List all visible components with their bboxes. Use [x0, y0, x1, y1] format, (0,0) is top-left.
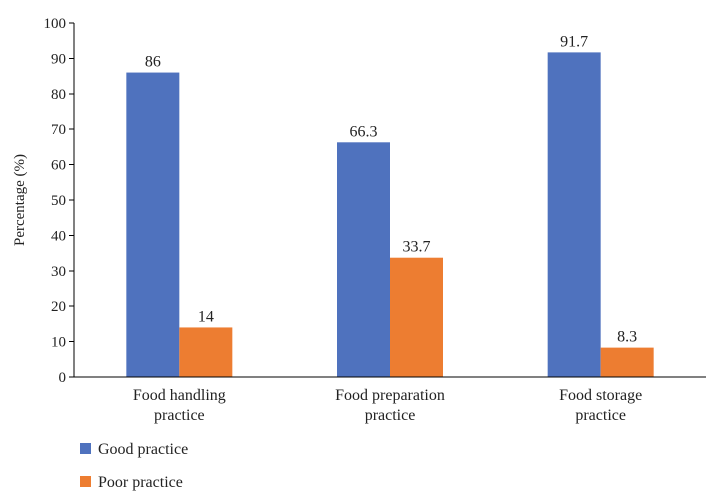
bar-good-practice	[337, 142, 390, 377]
bar-good-practice	[547, 52, 601, 378]
y-tick-label: 50	[51, 193, 66, 209]
x-category-label: Food preparation practice	[335, 387, 445, 424]
bar-poor-practice	[179, 327, 233, 377]
legend: Good practice Poor practice	[80, 441, 188, 491]
legend-swatch	[80, 476, 91, 487]
y-tick-label: 60	[51, 158, 66, 174]
legend-label: Good practice	[98, 441, 188, 458]
y-tick-label: 80	[51, 87, 66, 103]
y-tick-label: 20	[51, 299, 66, 315]
bars	[126, 52, 654, 378]
bar-value-label: 86	[145, 54, 161, 71]
bar-value-label: 8.3	[617, 329, 637, 346]
bar-value-label: 91.7	[560, 33, 588, 50]
y-tick-label: 100	[44, 16, 67, 32]
y-axis-label: Percentage (%)	[12, 154, 28, 246]
legend-label: Poor practice	[98, 474, 183, 491]
bar-good-practice	[126, 72, 180, 377]
x-category-label: Food handling practice	[133, 387, 226, 424]
bar-value-label: 33.7	[403, 239, 431, 256]
bar-poor-practice	[390, 257, 443, 377]
bar-poor-practice	[600, 347, 654, 377]
y-axis-ticks: 0 10 20 30 40 50 60 70 80 90 100	[44, 16, 74, 386]
y-tick-label: 40	[51, 228, 66, 244]
y-tick-label: 70	[51, 122, 66, 138]
y-tick-label: 90	[51, 51, 66, 67]
x-category-label: Food storage practice	[559, 387, 642, 424]
bar-value-label: 14	[198, 308, 214, 325]
data-labels: 86 14 66.3 33.7 91.7 8.3	[145, 33, 637, 345]
legend-swatch	[80, 443, 91, 454]
y-tick-label: 10	[51, 335, 66, 351]
y-tick-label: 30	[51, 264, 66, 280]
x-axis-categories: Food handling practice Food preparation pra…	[133, 387, 642, 424]
y-tick-label: 0	[59, 370, 67, 386]
bar-value-label: 66.3	[350, 123, 378, 140]
